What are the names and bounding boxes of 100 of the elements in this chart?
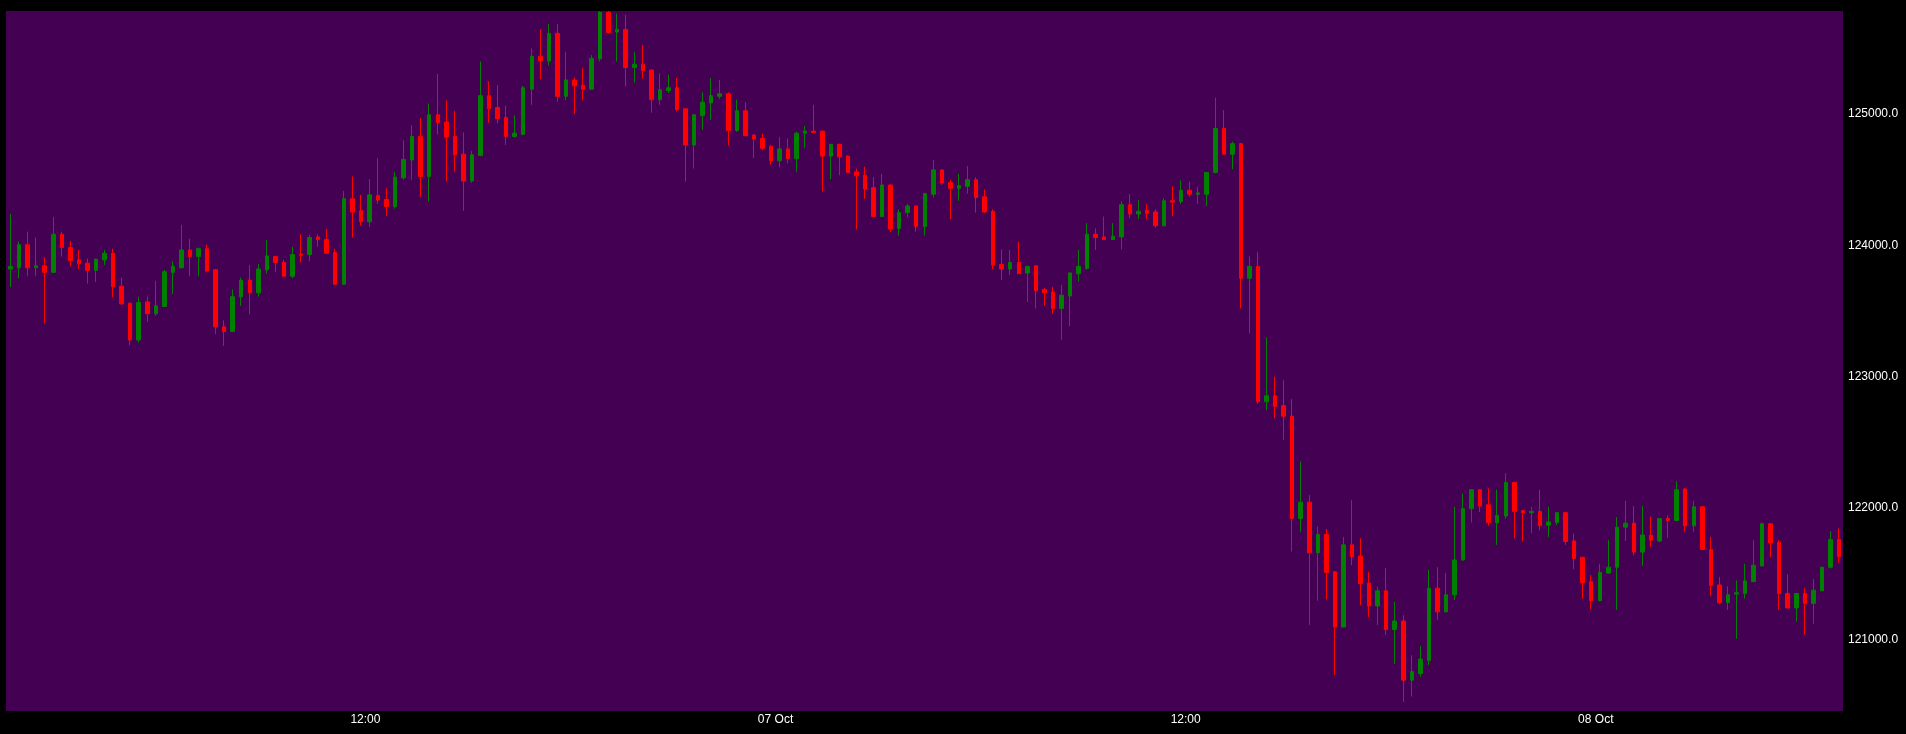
candlestick [1333,570,1337,676]
candlestick [504,105,508,146]
candlestick [487,80,491,124]
candlestick [1546,506,1551,538]
candlestick [85,258,90,285]
candlestick [1777,539,1781,611]
candlestick [1674,480,1679,522]
candlestick [1512,481,1517,539]
candlestick [367,178,372,228]
candlestick [42,256,47,325]
candlestick [743,101,748,137]
candlestick [632,51,637,84]
candlestick [1085,222,1089,271]
candlestick [1281,379,1286,441]
candlestick [1290,398,1294,552]
candlestick [1598,563,1602,602]
y-tick-label: 124000.0 [1848,237,1899,252]
candlestick [547,23,551,66]
candlestick [1751,539,1756,583]
candlestick [1768,522,1773,558]
candlestick [982,189,987,214]
y-tick-label: 121000.0 [1848,631,1899,646]
candlestick [1392,601,1397,665]
candlestick [854,168,859,231]
candlestick [1435,566,1440,621]
candlestick [1222,109,1226,156]
candlestick [521,85,525,136]
candlestick [418,117,423,198]
candlestick [290,246,295,279]
candlestick [1307,494,1312,626]
candlestick [1213,97,1218,174]
candlestick [1017,240,1021,275]
candlestick [1589,574,1593,610]
candlestick [1298,460,1303,533]
candlestick [538,28,543,80]
candlestick [145,296,150,323]
x-tick-label: 07 Oct [757,712,794,726]
candlestick [1256,251,1260,405]
candlestick [846,154,850,174]
candlestick [1358,537,1363,606]
candlestick [333,248,337,286]
candlestick [1495,489,1499,546]
candlestick [1170,185,1175,217]
candlestick [1580,556,1585,600]
candlestick [666,74,671,94]
candlestick [1615,516,1619,611]
candlestick [239,277,243,307]
candlestick [564,51,568,101]
candlestick [393,171,397,210]
candlestick [154,280,158,317]
candlestick [581,67,585,101]
candlestick [1145,203,1149,220]
candlestick [1341,536,1346,629]
candlestick [436,73,440,135]
candlestick [1427,569,1431,666]
candlestick [1478,488,1482,513]
candlestick [786,137,790,164]
candlestick [111,248,115,298]
candlestick [991,208,995,270]
candlestick [1623,500,1628,542]
candlestick [735,99,739,133]
candlestick [1162,197,1166,227]
candlestick [282,259,286,277]
x-tick-label: 12:00 [350,712,381,726]
candlestick [1093,227,1098,251]
candlestick [589,54,594,91]
candlestick [1230,141,1235,170]
candlestick [1247,256,1252,334]
candlestick [273,255,278,273]
candlestick [1102,216,1106,241]
candlestick [863,166,867,200]
candlestick [1734,579,1739,640]
candlestick [512,114,517,139]
candlestick [453,110,457,173]
candlestick [649,68,654,114]
candlestick [342,190,346,286]
candlestick [940,168,944,186]
candlestick [495,84,500,124]
candlestick [1683,487,1687,533]
candlestick [1469,488,1474,524]
candlestick [709,77,713,121]
candlestick [205,244,209,273]
candlestick [555,23,560,103]
candlestick [17,240,21,279]
candlestick [230,288,235,333]
candlestick [8,213,13,288]
candlestick [692,113,696,170]
candlestick [1128,193,1132,219]
candlestick [1820,566,1824,592]
candlestick [60,231,64,258]
candlestick [1555,511,1559,526]
candlestick [1811,578,1816,625]
candlestick [1803,587,1807,636]
candlestick [1324,528,1329,600]
candlestick [598,10,602,63]
candlestick [1187,181,1192,198]
candlestick [94,258,98,283]
candlestick [829,143,833,180]
candlestick [248,264,252,315]
candlestick [1025,265,1030,303]
